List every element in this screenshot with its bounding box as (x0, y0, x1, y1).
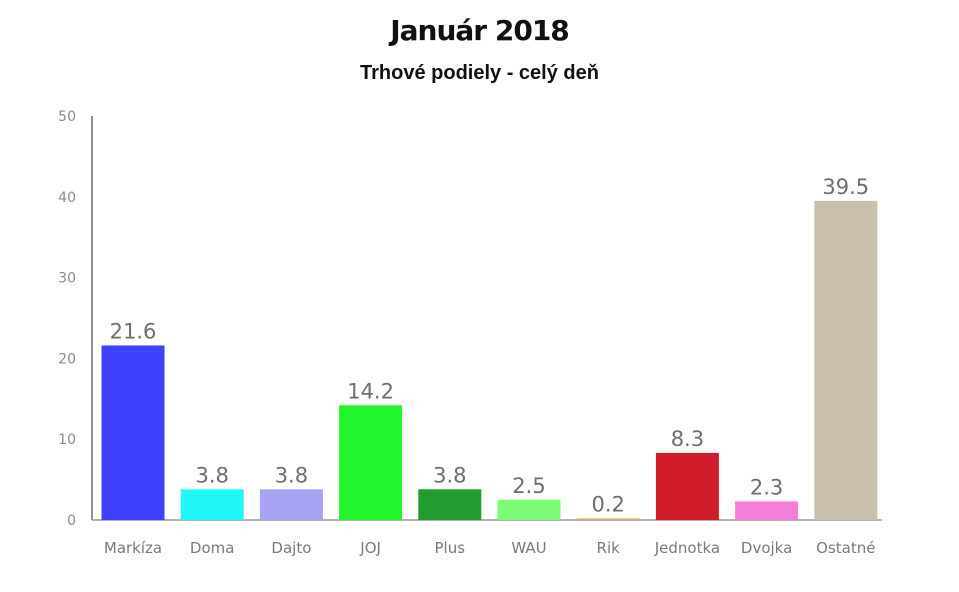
x-tick-label: JOJ (359, 539, 381, 557)
x-tick-label: Jednotka (654, 539, 720, 557)
x-tick-label: Dvojka (741, 539, 792, 557)
bar (101, 345, 165, 520)
y-tick-label: 50 (58, 109, 76, 125)
bar (814, 200, 878, 520)
bar (655, 452, 719, 520)
data-label: 3.8 (433, 463, 466, 487)
data-label: 39.5 (822, 175, 869, 199)
bar (576, 518, 640, 520)
data-label: 2.5 (512, 474, 545, 498)
y-tick-label: 30 (58, 271, 76, 287)
chart-title: Január 2018 (390, 14, 570, 47)
data-label: 3.8 (195, 463, 228, 487)
y-tick-label: 20 (58, 351, 76, 367)
x-tick-label: WAU (511, 539, 546, 557)
bars-group (101, 200, 878, 520)
bar (259, 489, 323, 520)
bar (180, 489, 244, 520)
y-tick-label: 40 (58, 190, 76, 206)
data-label: 0.2 (591, 492, 624, 516)
bar (735, 501, 799, 520)
data-label: 3.8 (275, 463, 308, 487)
y-tick-label: 10 (58, 432, 76, 448)
data-label: 8.3 (671, 427, 704, 451)
x-tick-label: Doma (190, 539, 235, 557)
labels-group: 21.6 Markíza 3.8 Doma 3.8 Dajto 14.2 JOJ 3.8 Plus… (104, 175, 876, 557)
x-tick-label: Markíza (104, 539, 162, 557)
y-tick-label: 0 (67, 513, 76, 529)
x-tick-label: Dajto (271, 539, 311, 557)
bar (418, 489, 482, 520)
bar (339, 405, 403, 520)
chart-axes: 0 10 20 30 40 50 (58, 109, 882, 529)
x-tick-label: Plus (435, 539, 466, 557)
bar (497, 499, 561, 520)
x-tick-label: Ostatné (816, 539, 875, 557)
x-tick-label: Rik (597, 539, 621, 557)
chart-subtitle: Trhové podiely - celý deň (360, 62, 599, 84)
data-label: 2.3 (750, 475, 783, 499)
data-label: 21.6 (110, 319, 157, 343)
data-label: 14.2 (347, 379, 394, 403)
